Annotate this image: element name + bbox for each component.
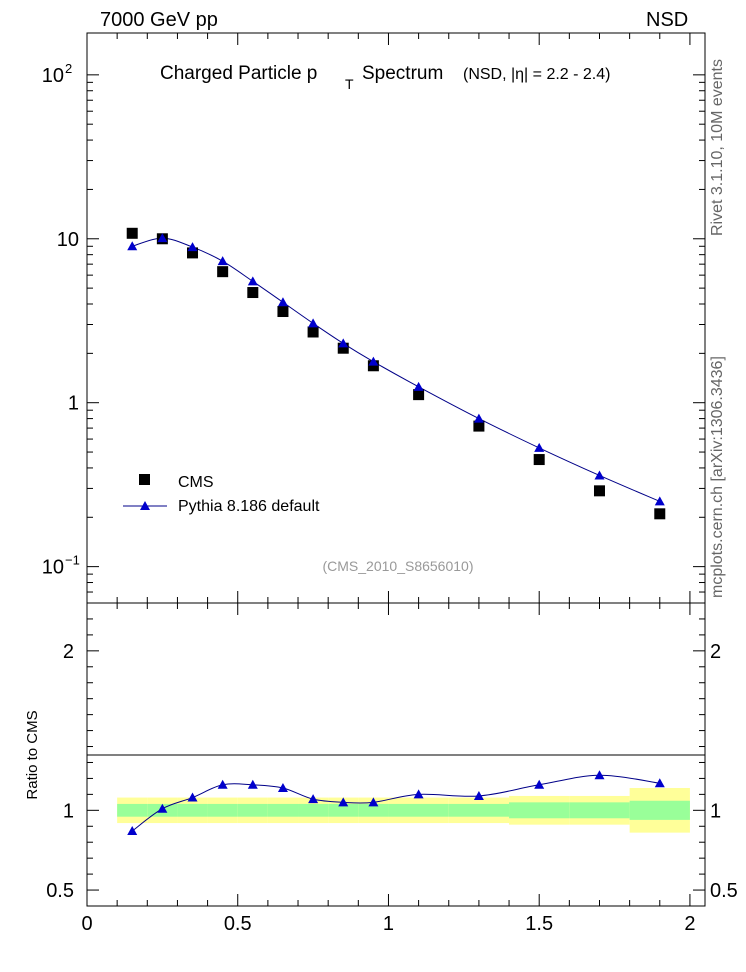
x-tick-label-1: 0.5: [224, 913, 252, 935]
pythia-point-6: [308, 318, 319, 328]
legend-pythia-label: Pythia 8.186 default: [178, 498, 320, 515]
ratio-stat-band-8: [358, 803, 389, 817]
ratio-point-0: [127, 826, 138, 836]
header-left-label: 7000 GeV pp: [100, 9, 218, 31]
ratio-curve-line: [131, 774, 660, 832]
ratio-plot-frame: [86, 602, 706, 907]
ratio-point-7: [338, 797, 349, 807]
cms-point-8: [367, 360, 379, 372]
ratio-stat-band-7: [328, 803, 359, 817]
x-tick-label-0: 0: [81, 913, 92, 935]
ratio-stat-band-11: [509, 802, 570, 819]
pythia-point-3: [217, 256, 228, 266]
cms-point-0: [126, 227, 138, 239]
cms-point-10: [473, 420, 485, 432]
pythia-point-9: [413, 381, 424, 391]
ratio-stat-band-5: [267, 803, 299, 817]
ratio-stat-band-0: [117, 803, 148, 817]
chart-title-note: (NSD, |η| = 2.2 - 2.4): [463, 66, 610, 83]
ratio-stat-band-4: [237, 803, 268, 817]
pythia-point-5: [277, 297, 288, 307]
pythia-point-10: [473, 413, 484, 423]
cms-point-13: [654, 508, 666, 520]
ratio-point-13: [654, 778, 665, 788]
ratio-stat-band-13: [629, 800, 690, 820]
cms-point-11: [533, 454, 545, 466]
pythia-point-4: [247, 276, 258, 286]
ratio-uncertainty-bands: [117, 787, 690, 833]
pythia-point-1: [157, 233, 168, 243]
ratio-point-2: [187, 792, 198, 802]
ratio-stat-band-9: [388, 803, 449, 817]
main-ytick-exp-3: −1: [65, 553, 80, 568]
ratio-ytick-label-left-1: 1: [63, 800, 74, 822]
cms-point-12: [593, 485, 605, 497]
main-ytick-exp-0: 2: [65, 61, 72, 76]
chart-title-tail: Spectrum: [362, 63, 443, 84]
header-right-label: NSD: [646, 9, 689, 31]
chart-title: Charged Particle p: [160, 63, 317, 84]
ratio-stat-band-6: [298, 803, 329, 817]
ratio-point-4: [247, 779, 258, 789]
cms-point-2: [187, 247, 199, 259]
x-tick-label-3: 1.5: [525, 913, 553, 935]
pythia-curve: [132, 237, 660, 502]
ratio-point-12: [594, 770, 605, 780]
pythia-points: [127, 233, 665, 506]
main-plot-frame: [86, 32, 706, 604]
legend-cms-marker: [139, 474, 150, 485]
legend-pythia-marker: [140, 501, 150, 510]
ratio-curve: [127, 770, 665, 836]
pythia-curve-line: [132, 237, 660, 502]
ratio-ytick-label-right-2: 0.5: [710, 880, 738, 902]
ratio-stat-band-2: [177, 803, 208, 817]
x-tick-label-2: 1: [383, 913, 394, 935]
chart-title-subscript: T: [345, 76, 354, 92]
ratio-ytick-label-left-0: 2: [63, 641, 74, 663]
main-ytick-label-3: 10: [42, 557, 64, 579]
ratio-point-6: [308, 794, 319, 804]
pythia-point-12: [594, 470, 605, 480]
pythia-point-11: [534, 442, 545, 452]
ratio-stat-band-12: [569, 802, 630, 819]
ratio-ytick-label-right-0: 2: [710, 641, 721, 663]
ratio-y-axis-ticks: 2 2 1 1 0.5 0.5: [46, 618, 738, 902]
main-ytick-label-1: 10: [57, 229, 79, 251]
analysis-watermark: (CMS_2010_S8656010): [323, 558, 474, 574]
ratio-ytick-label-left-2: 0.5: [46, 880, 74, 902]
cms-point-6: [307, 326, 319, 338]
ratio-stat-band-10: [448, 803, 510, 817]
cms-point-3: [217, 266, 229, 278]
ratio-ytick-label-right-1: 1: [710, 800, 721, 822]
ratio-point-3: [217, 779, 228, 789]
main-ytick-label-0: 10: [42, 65, 64, 87]
ratio-y-axis-label: Ratio to CMS: [24, 710, 41, 799]
ratio-point-10: [473, 790, 484, 800]
main-ytick-label-2: 1: [68, 393, 79, 415]
ratio-stat-band-3: [207, 803, 238, 817]
ratio-point-1: [157, 803, 168, 813]
cms-point-9: [413, 389, 425, 401]
pythia-point-7: [338, 338, 349, 348]
cms-point-5: [277, 306, 289, 318]
pythia-point-13: [654, 496, 665, 506]
legend-cms-label: CMS: [178, 474, 214, 491]
x-axis-ticks: 0 0.5 1 1.5 2: [81, 33, 695, 935]
pythia-point-0: [127, 241, 138, 251]
ratio-point-11: [534, 779, 545, 789]
ratio-point-8: [368, 797, 379, 807]
legend: CMS Pythia 8.186 default: [123, 474, 320, 515]
pythia-point-8: [368, 356, 379, 366]
x-tick-label-4: 2: [684, 913, 695, 935]
ratio-point-9: [413, 789, 424, 799]
pythia-point-2: [187, 242, 198, 252]
cms-point-4: [247, 287, 259, 299]
cms-point-7: [337, 342, 349, 354]
ratio-point-5: [277, 782, 288, 792]
